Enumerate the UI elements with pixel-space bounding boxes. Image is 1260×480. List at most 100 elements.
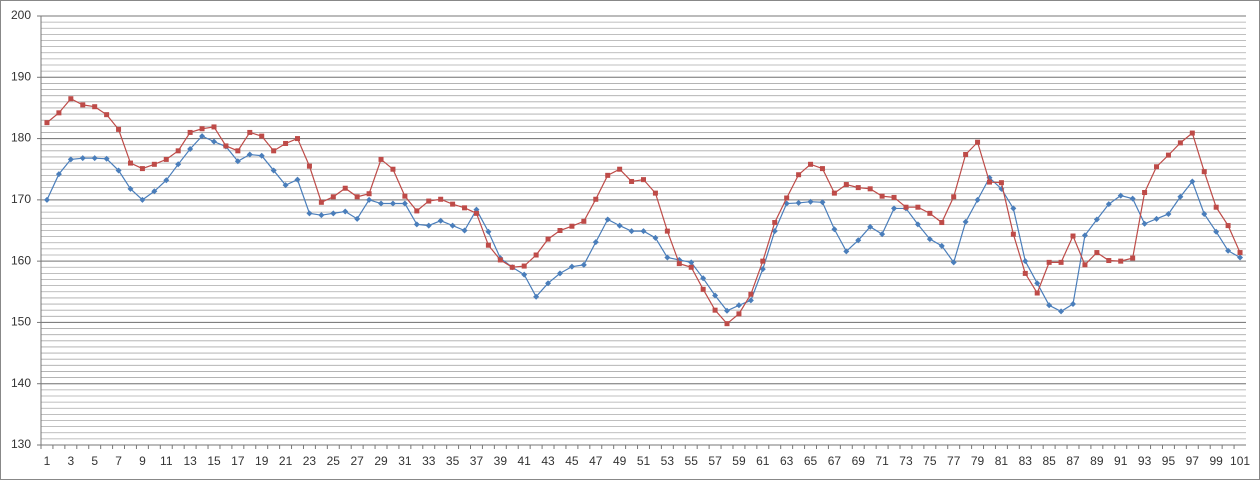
- x-tick-label: 101: [1230, 454, 1250, 468]
- marker: [223, 143, 229, 149]
- marker: [473, 210, 479, 216]
- x-tick-label: 23: [303, 454, 317, 468]
- marker: [891, 194, 897, 200]
- marker: [1081, 232, 1088, 239]
- marker: [843, 182, 849, 188]
- x-tick-label: 71: [875, 454, 889, 468]
- marker: [271, 148, 277, 154]
- marker: [1189, 130, 1195, 136]
- marker: [735, 302, 742, 309]
- x-tick-label: 17: [231, 454, 245, 468]
- marker: [1010, 205, 1017, 212]
- marker: [1213, 204, 1219, 210]
- marker: [1046, 302, 1053, 309]
- marker: [604, 216, 611, 223]
- marker: [199, 126, 205, 132]
- x-tick-label: 3: [67, 454, 74, 468]
- marker: [545, 236, 551, 242]
- x-tick-label: 37: [470, 454, 484, 468]
- marker: [187, 129, 193, 135]
- x-tick-label: 41: [518, 454, 532, 468]
- marker: [1165, 210, 1172, 217]
- x-tick-label: 53: [661, 454, 675, 468]
- marker: [80, 102, 86, 108]
- marker: [295, 136, 301, 142]
- marker: [1154, 164, 1160, 170]
- marker: [366, 191, 372, 197]
- marker: [819, 166, 825, 172]
- marker: [306, 163, 312, 169]
- y-tick-label: 200: [11, 8, 31, 22]
- marker: [330, 194, 336, 200]
- x-tick-label: 43: [541, 454, 555, 468]
- marker: [795, 199, 802, 206]
- marker: [402, 193, 408, 199]
- x-tick-label: 9: [139, 454, 146, 468]
- marker: [903, 204, 909, 210]
- marker: [235, 148, 241, 154]
- marker: [867, 186, 873, 192]
- marker: [92, 104, 98, 110]
- x-tick-label: 1: [44, 454, 51, 468]
- marker: [462, 205, 468, 211]
- marker: [79, 155, 86, 162]
- marker: [568, 263, 575, 270]
- marker: [294, 176, 301, 183]
- marker: [641, 177, 646, 183]
- marker: [1225, 247, 1232, 254]
- x-tick-label: 77: [947, 454, 961, 468]
- marker: [509, 264, 515, 270]
- marker: [1117, 192, 1124, 199]
- marker: [580, 261, 587, 268]
- marker: [843, 248, 850, 255]
- marker: [974, 196, 981, 203]
- marker: [760, 258, 766, 264]
- marker: [700, 286, 706, 292]
- y-tick-label: 150: [11, 315, 31, 329]
- marker: [246, 151, 253, 158]
- x-tick-label: 29: [374, 454, 388, 468]
- marker: [1177, 193, 1184, 200]
- marker: [413, 221, 420, 228]
- marker: [1129, 195, 1136, 202]
- marker: [950, 259, 957, 266]
- y-tick-label: 170: [11, 192, 31, 206]
- y-tick-label: 180: [11, 131, 31, 145]
- marker: [676, 261, 682, 267]
- marker: [1213, 228, 1220, 235]
- marker: [855, 185, 861, 191]
- marker: [1142, 190, 1148, 196]
- marker: [951, 194, 957, 200]
- x-tick-label: 61: [756, 454, 770, 468]
- marker: [449, 222, 456, 229]
- marker: [56, 110, 62, 116]
- marker: [831, 190, 837, 196]
- x-tick-label: 47: [589, 454, 603, 468]
- x-tick-label: 39: [494, 454, 508, 468]
- marker: [688, 259, 695, 266]
- x-tick-label: 87: [1066, 454, 1080, 468]
- x-tick-label: 97: [1186, 454, 1200, 468]
- marker: [1046, 259, 1052, 265]
- x-tick-label: 89: [1090, 454, 1104, 468]
- marker: [533, 252, 539, 258]
- x-tick-label: 7: [115, 454, 122, 468]
- marker: [259, 133, 265, 139]
- marker: [270, 167, 277, 174]
- marker: [521, 271, 528, 278]
- marker: [91, 155, 98, 162]
- marker: [68, 96, 74, 102]
- marker: [1201, 169, 1207, 175]
- marker: [175, 161, 182, 168]
- x-tick-label: 13: [183, 454, 197, 468]
- marker: [1201, 210, 1208, 217]
- marker: [581, 218, 587, 224]
- x-tick-label: 33: [422, 454, 436, 468]
- marker: [831, 226, 838, 233]
- marker: [1058, 308, 1065, 315]
- marker: [926, 236, 933, 243]
- marker: [318, 212, 325, 219]
- marker: [438, 196, 444, 202]
- marker: [1034, 290, 1040, 296]
